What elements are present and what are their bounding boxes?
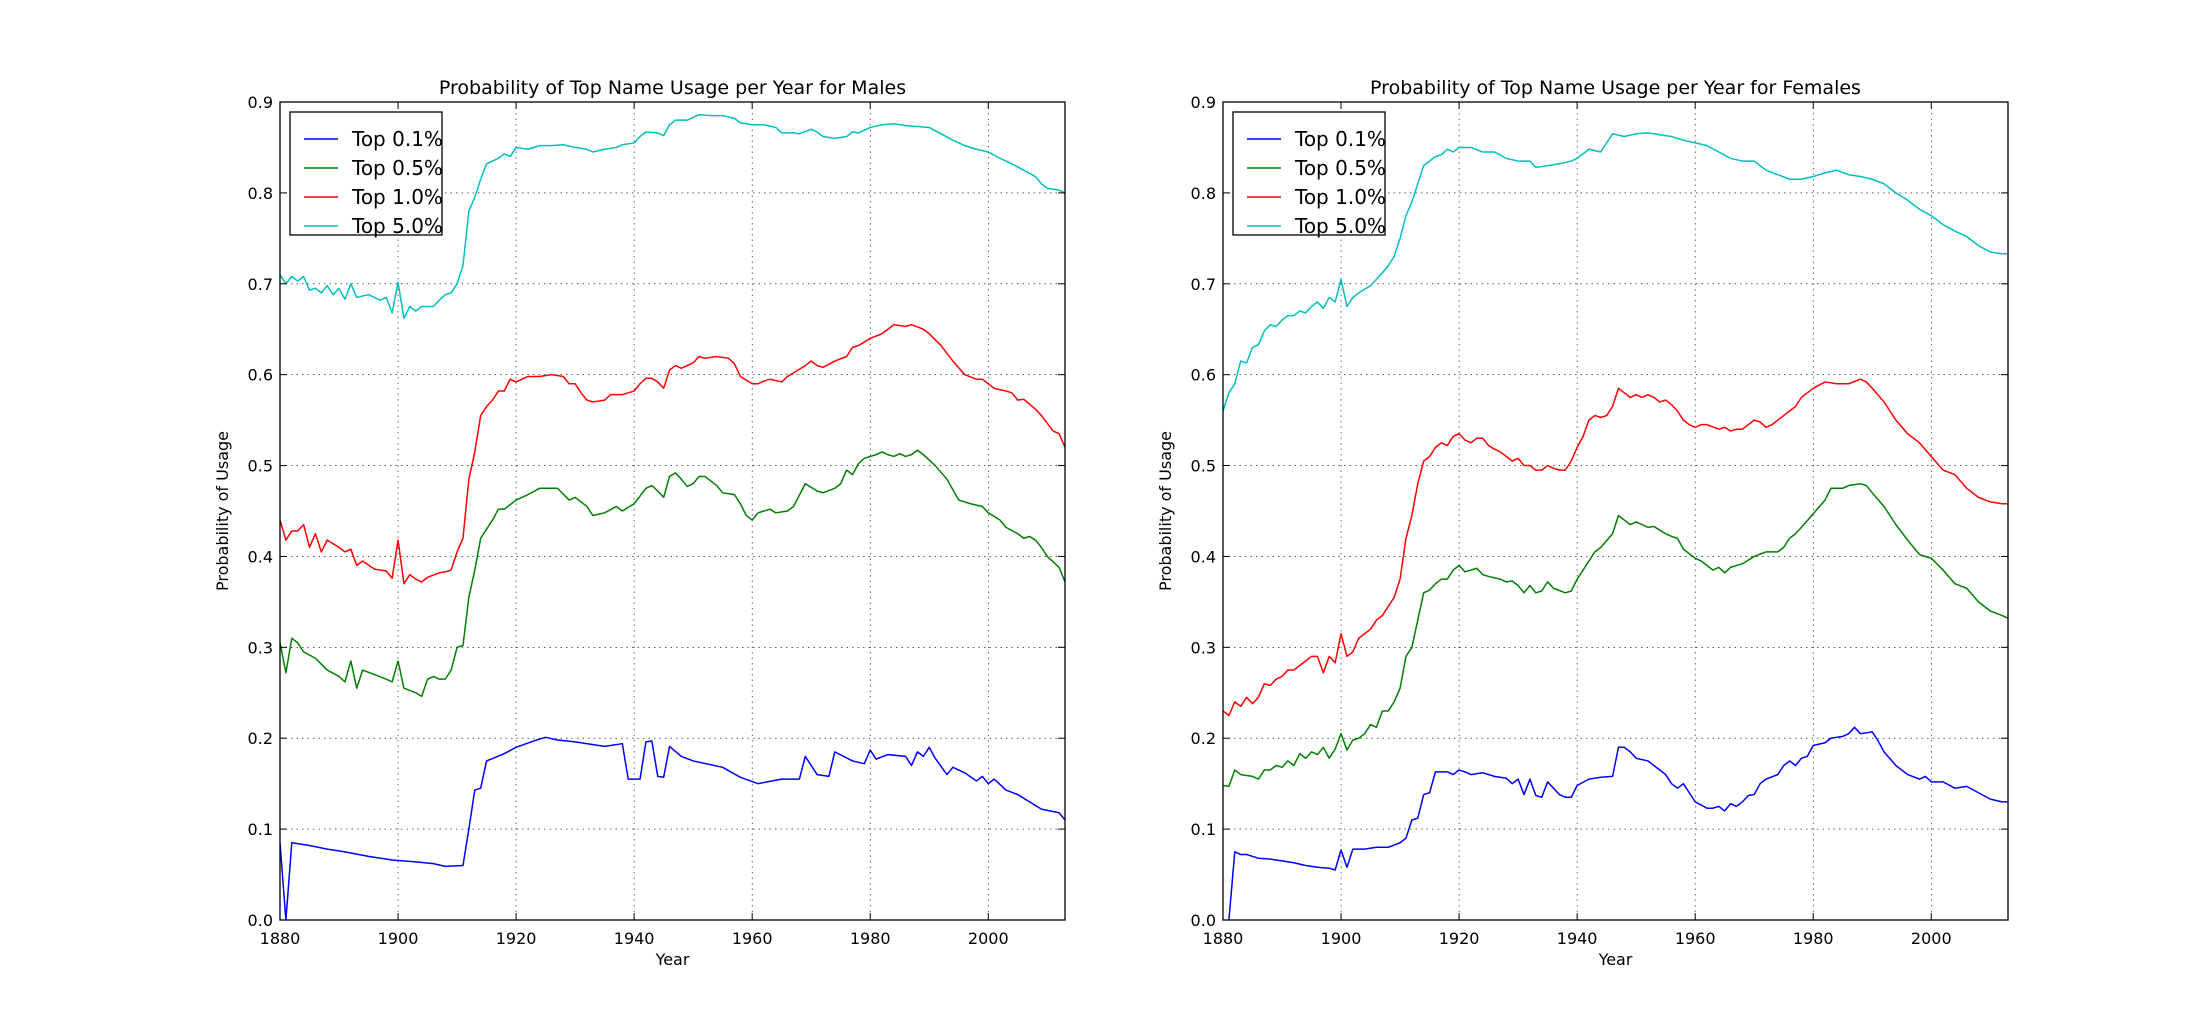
males-x-tick-label: 1940 [614,929,655,948]
females-y-tick-label: 0.2 [1191,729,1216,748]
females-y-tick-label: 0.3 [1191,638,1216,657]
females-legend-label-top-0-1: Top 0.1% [1294,127,1386,151]
females-x-tick-label: 1980 [1793,929,1834,948]
males-series-line-top-0-5 [280,449,1065,698]
males-y-tick-label: 0.3 [248,638,273,657]
males-lines [280,113,1065,920]
males-legend-label-top-1-0: Top 1.0% [351,185,443,209]
females-x-axis-label: Year [1598,950,1633,969]
females-legend-label-top-5-0: Top 5.0% [1294,214,1386,238]
females-y-tick-label: 0.8 [1191,184,1216,203]
females-x-tick-label: 1960 [1675,929,1716,948]
females-y-tick-label: 0.6 [1191,366,1216,385]
males-plot-frame [279,101,1066,921]
males-y-tick-label: 0.7 [248,275,273,294]
males-y-tick-label: 0.0 [248,911,273,930]
females-series-line-top-0-1 [1228,726,2008,920]
females-legend-label-top-1-0: Top 1.0% [1294,185,1386,209]
males-y-axis-label: Probability of Usage [213,431,232,591]
males-chart-title: Probability of Top Name Usage per Year f… [439,77,906,99]
males-legend-box [289,111,443,236]
males-series-line-top-1-0 [280,323,1065,585]
females-plot-frame [1222,101,2009,921]
females-lines [1223,132,2008,920]
females-chart-title: Probability of Top Name Usage per Year f… [1370,77,1861,99]
females-x-tick-label: 1900 [1321,929,1362,948]
females-y-tick-label: 0.4 [1191,547,1216,566]
females-ticks: 1880 1900 1920 1940 1960 1980 2000 0.0 0.1 0.2 0.3… [1191,93,2008,948]
females-y-tick-label: 0.7 [1191,275,1216,294]
males-legend-label-top-0-5: Top 0.5% [351,156,443,180]
females-series-line-top-5-0 [1223,132,2008,412]
males-ticks: 1880 1900 1920 1940 1960 1980 2000 0.0 0.1 0.2 0.3… [248,93,1065,948]
males-y-tick-label: 0.4 [248,547,273,566]
females-series-line-top-0-5 [1223,482,2008,788]
females-y-tick-label: 0.5 [1191,457,1216,476]
males-legend-label-top-0-1: Top 0.1% [351,127,443,151]
males-x-tick-label: 1960 [732,929,773,948]
females-legend: Top 0.1% Top 0.5% Top 1.0% Top 5.0% [1232,111,1386,238]
females-y-tick-label: 0.9 [1191,93,1216,112]
females-legend-box [1232,111,1386,236]
males-y-tick-label: 0.5 [248,457,273,476]
males-series-line-top-0-1 [280,736,1065,920]
males-y-tick-label: 0.8 [248,184,273,203]
females-y-tick-label: 0.0 [1191,911,1216,930]
females-x-tick-label: 1940 [1557,929,1598,948]
females-x-tick-label: 2000 [1911,929,1952,948]
males-legend-label-top-5-0: Top 5.0% [351,214,443,238]
males-y-tick-label: 0.9 [248,93,273,112]
males-legend: Top 0.1% Top 0.5% Top 1.0% Top 5.0% [289,111,443,238]
males-series-line-top-5-0 [280,113,1065,320]
females-x-tick-label: 1920 [1439,929,1480,948]
males-x-tick-label: 1980 [850,929,891,948]
females-x-tick-label: 1880 [1203,929,1244,948]
females-chart: 1880 1900 1920 1940 1960 1980 2000 0.0 0.1 0.2 0.3… [1156,77,2009,969]
females-legend-label-top-0-5: Top 0.5% [1294,156,1386,180]
males-y-tick-label: 0.1 [248,820,273,839]
males-x-axis-label: Year [655,950,690,969]
males-x-tick-label: 1880 [260,929,301,948]
females-y-tick-label: 0.1 [1191,820,1216,839]
males-x-tick-label: 1900 [378,929,419,948]
males-x-tick-label: 1920 [496,929,537,948]
males-chart: 1880 1900 1920 1940 1960 1980 2000 0.0 0.1 0.2 0.3… [213,77,1066,969]
females-y-axis-label: Probability of Usage [1156,431,1175,591]
males-x-tick-label: 2000 [968,929,1009,948]
males-y-tick-label: 0.2 [248,729,273,748]
males-y-tick-label: 0.6 [248,366,273,385]
females-series-line-top-1-0 [1223,378,2008,717]
